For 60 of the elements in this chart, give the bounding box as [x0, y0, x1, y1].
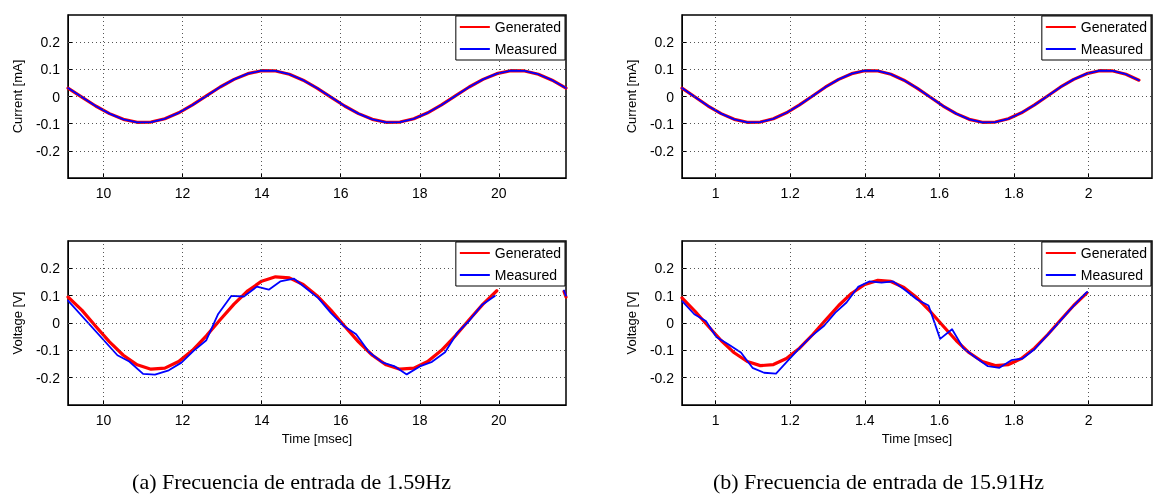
legend-label: Measured	[494, 267, 558, 283]
x-tick-label: 12	[174, 185, 191, 201]
y-tick-label: 0.2	[654, 260, 675, 277]
x-tick-label: 20	[491, 412, 507, 428]
x-tick-label: 2	[1084, 185, 1093, 201]
y-tick-label: 0.2	[40, 260, 61, 277]
y-tick-label: 0.1	[654, 287, 675, 304]
x-axis-title: Time [msec]	[881, 430, 953, 446]
x-tick-label: 1.8	[1004, 412, 1024, 428]
x-tick-label: 1.2	[780, 412, 801, 428]
y-tick-label: 0.1	[40, 287, 61, 304]
x-tick-label: 10	[95, 185, 112, 201]
y-axis-title: Current [mA]	[10, 59, 25, 134]
y-axis-title: Voltage [V]	[624, 291, 639, 355]
x-tick-label: 1.4	[855, 185, 875, 201]
x-tick-label: 18	[411, 412, 428, 428]
x-tick-label: 1	[711, 185, 720, 201]
x-tick-label: 1.6	[929, 185, 950, 201]
x-tick-label: 1.2	[780, 185, 801, 201]
x-tick-label: 2	[1084, 412, 1093, 428]
x-tick-label: 1.4	[855, 412, 875, 428]
legend-label: Generated	[1080, 245, 1148, 261]
legend-label: Generated	[494, 245, 562, 261]
y-tick-label: 0.2	[40, 34, 61, 51]
legend-label: Generated	[1080, 19, 1148, 35]
y-axis-title: Voltage [V]	[10, 291, 25, 355]
x-tick-label: 10	[95, 412, 112, 428]
y-tick-label: -0.1	[35, 342, 61, 359]
y-tick-label: 0	[52, 315, 61, 331]
y-tick-label: 0	[52, 88, 61, 105]
text: (a) Frecuencia de entrada de 1.59Hz	[132, 468, 452, 494]
y-tick-label: -0.1	[649, 115, 675, 132]
x-tick-label: 14	[253, 185, 270, 201]
y-tick-label: 0.2	[654, 34, 675, 51]
legend-label: Measured	[494, 41, 558, 57]
x-tick-label: 16	[332, 412, 349, 428]
legend-label: Measured	[1080, 267, 1144, 283]
y-tick-label: -0.2	[649, 142, 675, 159]
x-tick-label: 12	[174, 412, 191, 428]
y-tick-label: 0.1	[654, 61, 675, 78]
y-axis-title: Current [mA]	[624, 59, 639, 134]
y-tick-label: -0.1	[649, 342, 675, 359]
y-tick-label: -0.2	[649, 369, 675, 386]
x-tick-label: 14	[253, 412, 270, 428]
x-tick-label: 1	[711, 412, 720, 428]
y-tick-label: -0.2	[35, 369, 61, 386]
y-tick-label: -0.1	[35, 115, 61, 132]
x-tick-label: 1.8	[1004, 185, 1024, 201]
x-tick-label: 18	[411, 185, 428, 201]
x-axis-title: Time [msec]	[281, 430, 353, 446]
y-tick-label: 0	[666, 88, 675, 105]
legend-label: Generated	[494, 19, 562, 35]
text: (b) Frecuencia de entrada de 15.91Hz	[712, 468, 1045, 494]
y-tick-label: 0	[666, 315, 675, 331]
y-tick-label: 0.1	[40, 61, 61, 78]
x-tick-label: 16	[332, 185, 349, 201]
x-tick-label: 1.6	[929, 412, 950, 428]
legend-label: Measured	[1080, 41, 1144, 57]
x-tick-label: 20	[491, 185, 507, 201]
y-tick-label: -0.2	[35, 142, 61, 159]
